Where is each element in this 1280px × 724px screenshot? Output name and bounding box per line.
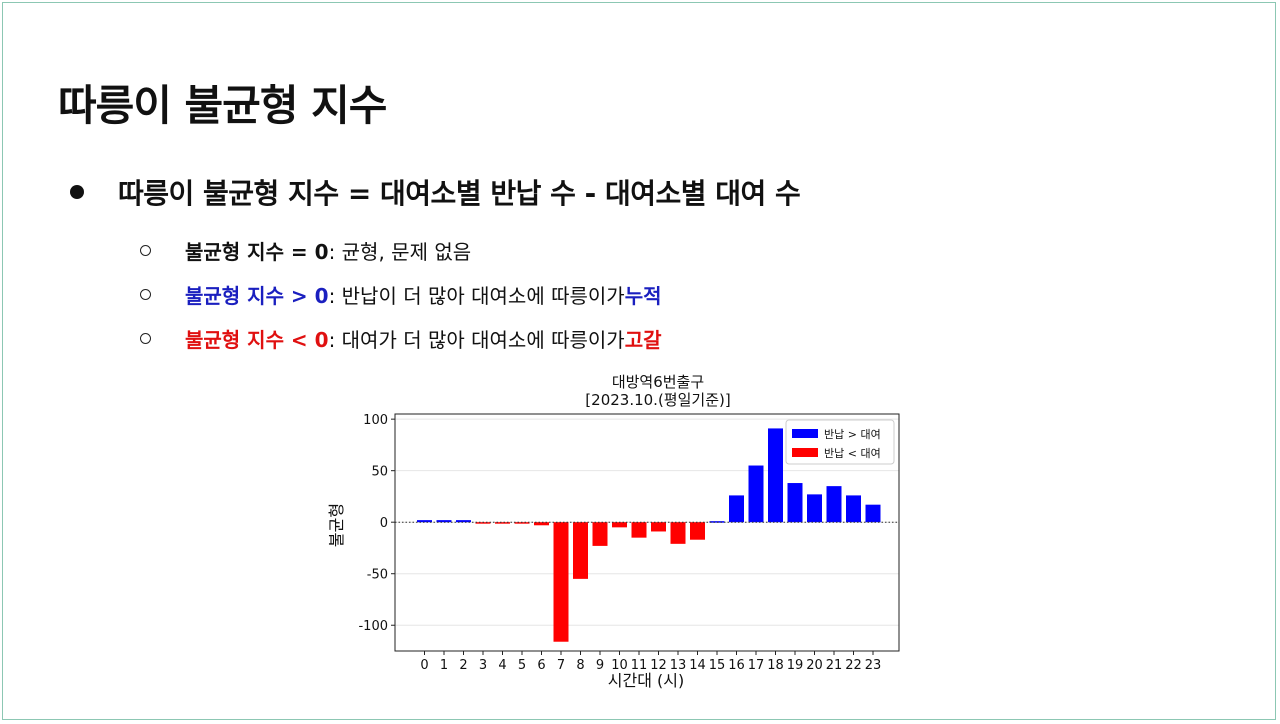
y-axis-label: 불균형 xyxy=(327,503,346,547)
bar-hour-19 xyxy=(787,483,803,523)
sub-bullet-desc: : 반납이 더 많아 대여소에 따릉이가 xyxy=(328,284,625,308)
legend-label: 반납 > 대여 xyxy=(824,428,881,441)
x-tick-label: 10 xyxy=(611,658,628,673)
x-tick-label: 0 xyxy=(420,658,428,673)
bullet-circle-icon xyxy=(140,333,151,344)
chart-subtitle: [2023.10.(평일기준)] xyxy=(585,391,730,409)
x-tick-label: 5 xyxy=(518,658,526,673)
bar-hour-6 xyxy=(534,522,549,526)
x-tick-label: 9 xyxy=(596,658,604,673)
y-tick-label: 100 xyxy=(363,413,388,428)
sub-bullet-tail: 누적 xyxy=(624,284,662,308)
x-tick-label: 15 xyxy=(709,658,726,673)
x-tick-label: 1 xyxy=(440,658,448,673)
bar-hour-11 xyxy=(631,522,647,538)
x-tick-label: 18 xyxy=(767,658,784,673)
bar-hour-13 xyxy=(670,522,686,544)
x-tick-label: 20 xyxy=(806,658,823,673)
bar-hour-14 xyxy=(690,522,705,540)
bar-hour-4 xyxy=(495,522,510,524)
sub-bullet-zero: 불균형 지수 = 0 : 균형, 문제 없음 xyxy=(140,236,471,265)
bar-hour-22 xyxy=(846,495,861,523)
bar-hour-9 xyxy=(592,522,608,546)
chart-svg: 대방역6번출구 [2023.10.(평일기준)] 100 50 0 -50 -100 0… xyxy=(327,373,900,690)
sub-bullet-key: 불균형 지수 < 0 xyxy=(185,328,329,352)
sub-bullet-positive: 불균형 지수 > 0 : 반납이 더 많아 대여소에 따릉이가 누적 xyxy=(140,280,662,309)
sub-bullet-desc: : 대여가 더 많아 대여소에 따릉이가 xyxy=(328,328,625,352)
x-tick-label: 19 xyxy=(787,658,804,673)
sub-bullet-desc: : 균형, 문제 없음 xyxy=(328,240,472,264)
chart: 대방역6번출구 [2023.10.(평일기준)] 100 50 0 -50 -100 0… xyxy=(320,370,920,695)
x-tick-label: 16 xyxy=(728,658,745,673)
x-tick-label: 17 xyxy=(748,658,765,673)
x-tick-label: 6 xyxy=(537,658,545,673)
x-tick-label: 11 xyxy=(631,658,648,673)
y-tick-label: 0 xyxy=(380,516,388,531)
x-tick-label: 4 xyxy=(498,658,506,673)
plot-area-frame xyxy=(394,413,900,652)
x-tick-label: 14 xyxy=(689,658,706,673)
bar-hour-2 xyxy=(456,520,471,523)
bullet-circle-icon xyxy=(140,289,151,300)
x-tick-label: 12 xyxy=(650,658,667,673)
bar-hour-16 xyxy=(729,495,744,523)
sub-bullet-key: 불균형 지수 > 0 xyxy=(185,284,329,308)
bar-hour-5 xyxy=(514,522,530,524)
bar-hour-0 xyxy=(417,520,432,523)
x-tick-label: 23 xyxy=(865,658,882,673)
bullet-dot-icon xyxy=(70,185,84,199)
bar-hour-8 xyxy=(573,522,588,579)
main-bullet-text: 따릉이 불균형 지수 = 대여소별 반납 수 - 대여소별 대여 수 xyxy=(118,177,801,210)
y-tick-label: -50 xyxy=(367,568,388,583)
bullet-circle-icon xyxy=(140,245,151,256)
bar-hour-20 xyxy=(807,494,822,523)
bar-hour-12 xyxy=(651,522,666,532)
slide-title: 따릉이 불균형 지수 xyxy=(58,81,387,130)
bar-hour-17 xyxy=(748,465,764,523)
bar-hour-7 xyxy=(553,522,569,642)
bar-hour-18 xyxy=(768,428,783,523)
bar-hour-1 xyxy=(436,520,452,523)
x-tick-label: 13 xyxy=(670,658,687,673)
y-tick-label: 50 xyxy=(371,465,388,480)
legend-swatch xyxy=(792,448,818,457)
legend-swatch xyxy=(792,429,818,438)
x-axis-label: 시간대 (시) xyxy=(608,671,684,690)
bar-hour-3 xyxy=(475,522,491,524)
sub-bullet-tail: 고갈 xyxy=(624,328,662,352)
y-tick-label: -100 xyxy=(358,619,388,634)
x-tick-label: 21 xyxy=(826,658,843,673)
sub-bullet-negative: 불균형 지수 < 0 : 대여가 더 많아 대여소에 따릉이가 고갈 xyxy=(140,324,662,353)
x-tick-label: 22 xyxy=(845,658,862,673)
main-bullet: 따릉이 불균형 지수 = 대여소별 반납 수 - 대여소별 대여 수 xyxy=(70,172,801,212)
sub-bullet-key: 불균형 지수 = 0 xyxy=(185,240,329,264)
x-tick-label: 7 xyxy=(557,658,565,673)
bar-hour-10 xyxy=(612,522,627,528)
legend-label: 반납 < 대여 xyxy=(824,447,881,460)
x-tick-label: 3 xyxy=(479,658,487,673)
bar-hour-23 xyxy=(865,504,881,523)
bar-hour-21 xyxy=(826,486,842,523)
x-tick-label: 2 xyxy=(459,658,467,673)
chart-title: 대방역6번출구 xyxy=(612,373,704,391)
x-tick-label: 8 xyxy=(576,658,584,673)
